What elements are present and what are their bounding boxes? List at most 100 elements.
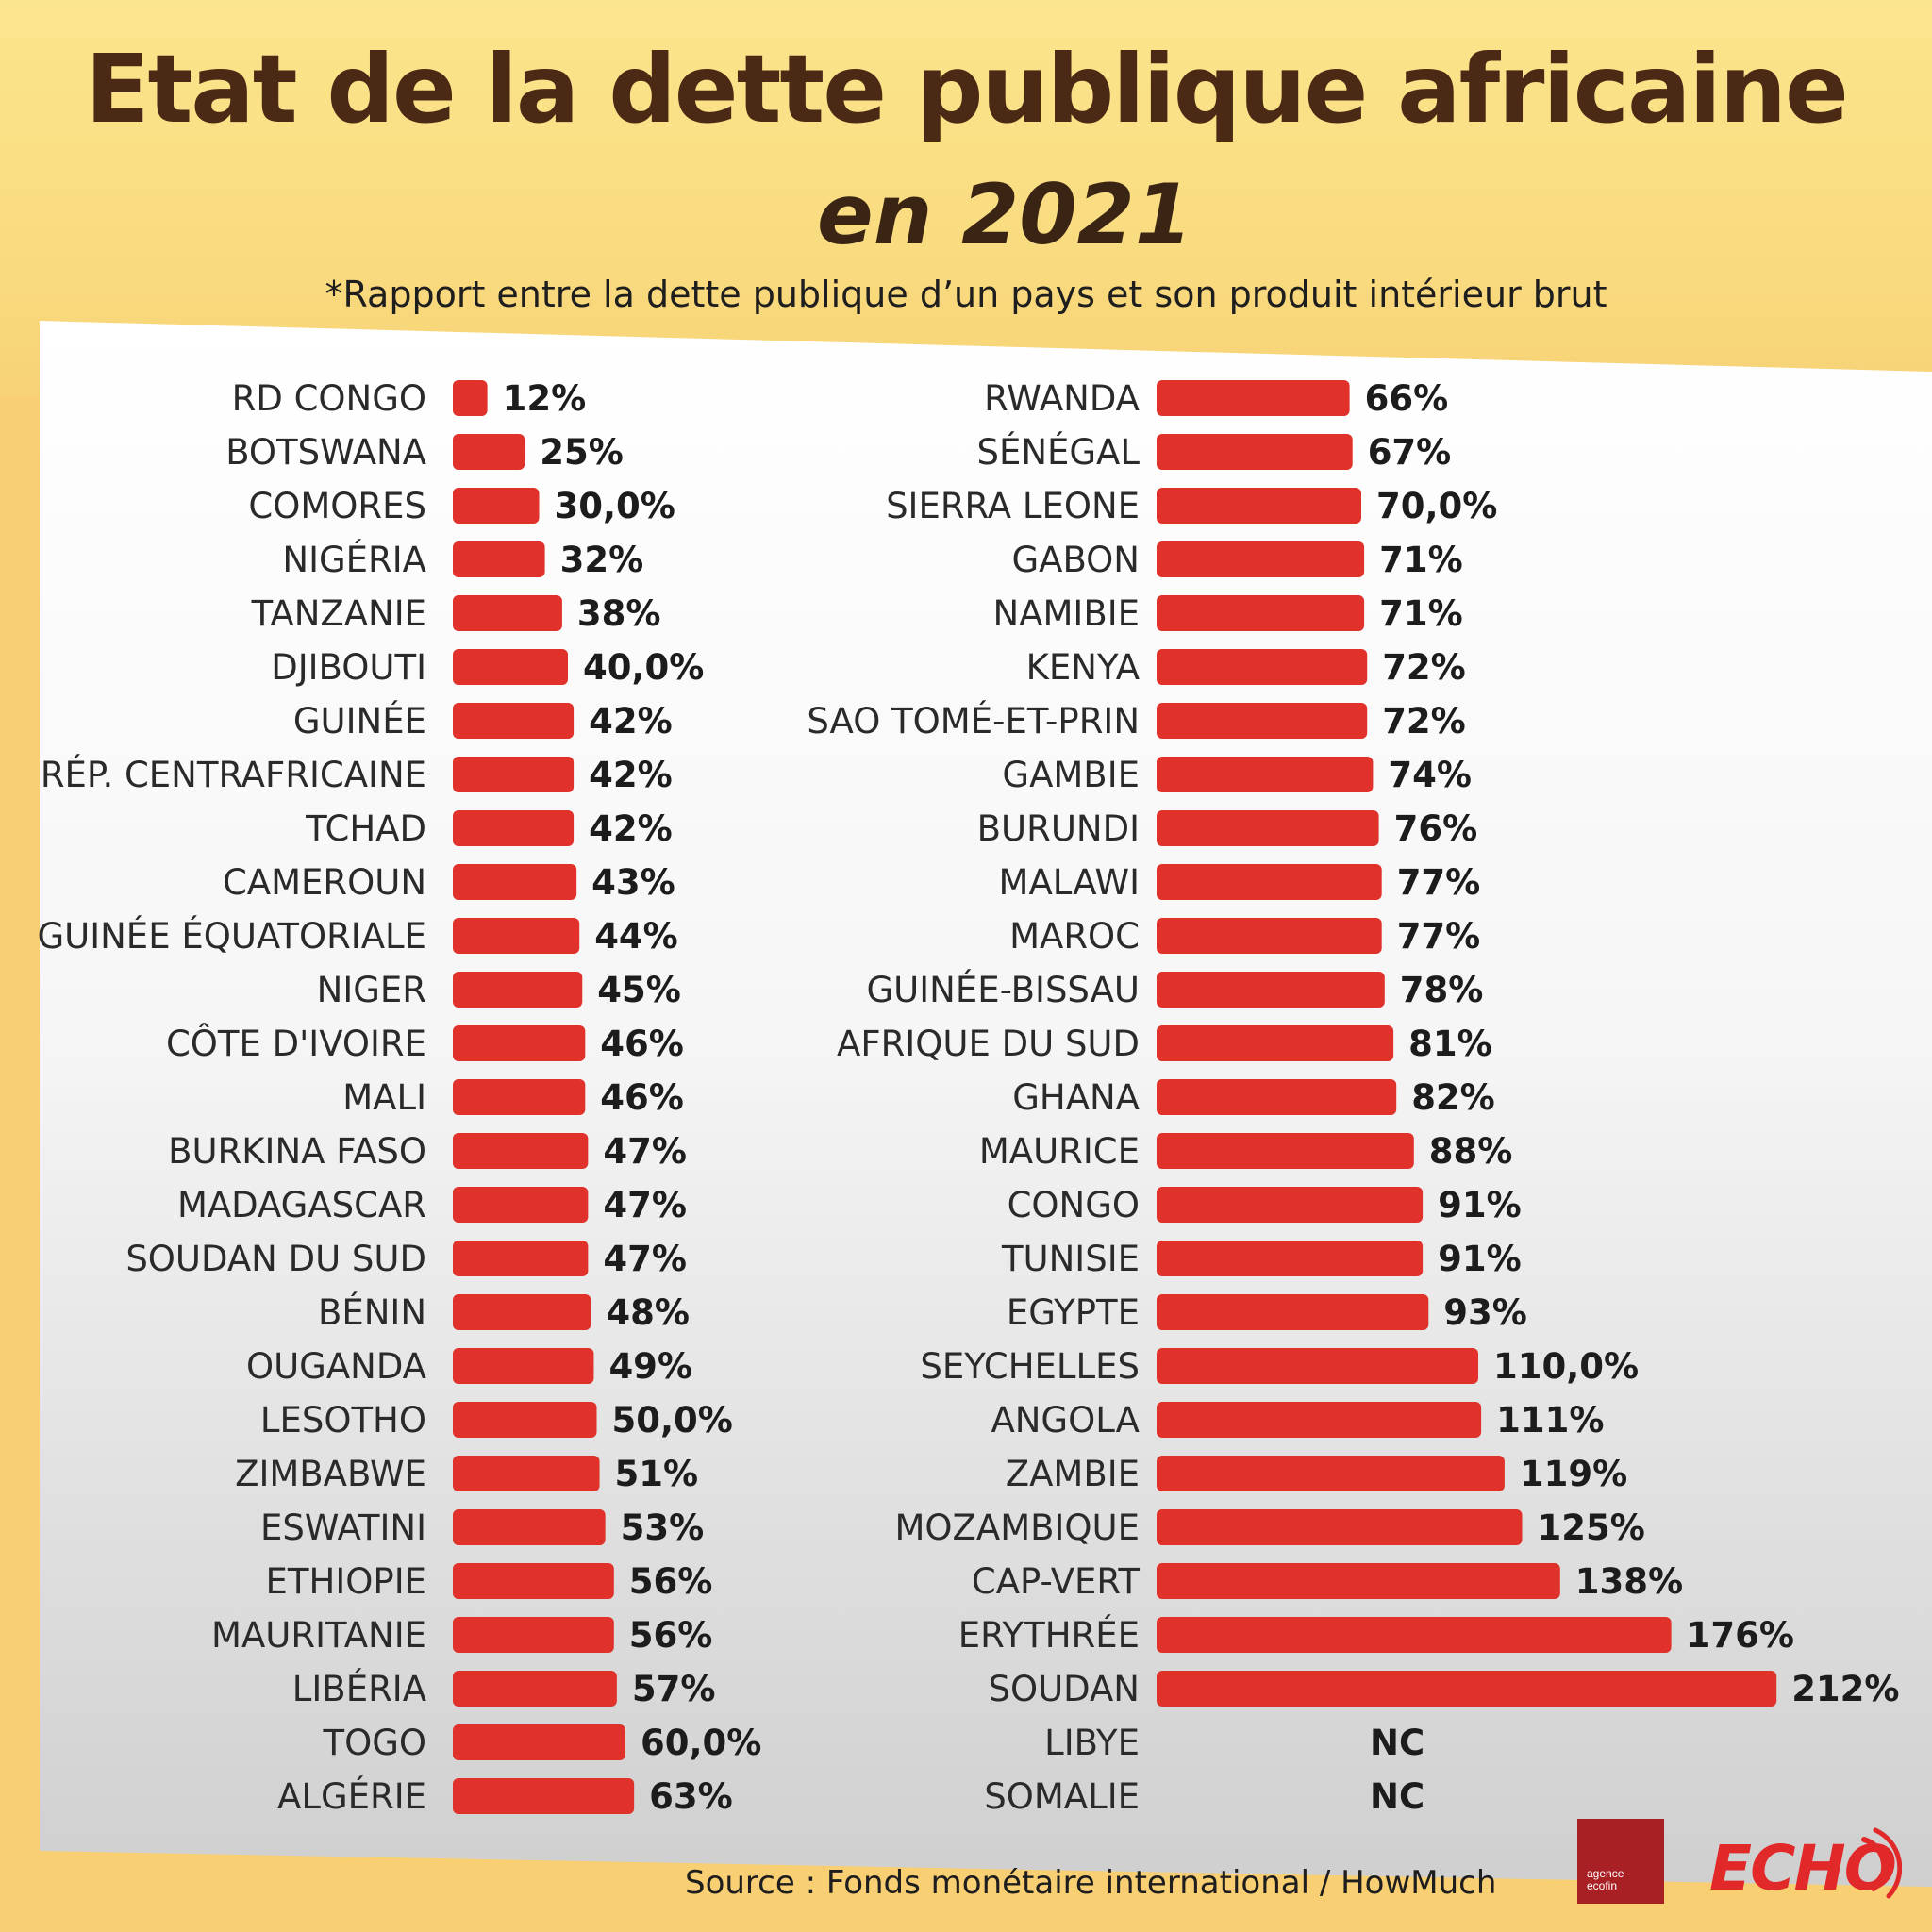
bar	[1157, 541, 1365, 577]
category-label: MADAGASCAR	[177, 1185, 426, 1225]
category-label: GUINÉE	[293, 700, 426, 741]
chart-subtitle: en 2021	[817, 166, 1192, 263]
bar	[453, 1402, 597, 1438]
data-label: 88%	[1429, 1131, 1513, 1172]
bar	[453, 703, 575, 739]
category-label: DJIBOUTI	[271, 647, 426, 688]
bar	[453, 1187, 589, 1223]
category-label: CÔTE D'IVOIRE	[166, 1023, 426, 1064]
bar	[453, 380, 488, 416]
data-label: 67%	[1368, 432, 1452, 473]
bar	[1157, 810, 1379, 846]
data-label: 91%	[1438, 1239, 1522, 1279]
bar	[1157, 1348, 1478, 1384]
agence-ecofin-logo: agence ecofin	[1577, 1819, 1664, 1904]
bar	[453, 1241, 589, 1276]
bar	[453, 1456, 600, 1491]
chart-note: *Rapport entre la dette publique d’un pa…	[325, 274, 1607, 315]
bar	[1157, 918, 1382, 954]
echo-logo-waves	[1861, 1827, 1903, 1899]
category-label: ALGÉRIE	[277, 1775, 426, 1817]
data-label: 78%	[1400, 970, 1484, 1010]
category-label: BÉNIN	[318, 1291, 426, 1333]
data-label: 38%	[577, 593, 661, 634]
category-label: AFRIQUE DU SUD	[837, 1024, 1140, 1064]
bar	[1157, 488, 1361, 524]
category-label: BOTSWANA	[225, 432, 426, 473]
data-label: 176%	[1687, 1615, 1794, 1656]
category-label: SÉNÉGAL	[976, 431, 1140, 473]
category-label: MAURICE	[979, 1131, 1140, 1172]
data-label: 42%	[589, 808, 673, 849]
category-label: GHANA	[1012, 1077, 1140, 1118]
category-label: SOUDAN DU SUD	[125, 1239, 426, 1279]
data-label: 119%	[1520, 1454, 1627, 1494]
bar	[453, 1348, 594, 1384]
data-label: 40,0%	[583, 647, 704, 688]
data-label: 47%	[603, 1185, 687, 1225]
bar	[1157, 1079, 1397, 1115]
data-label: 81%	[1408, 1024, 1492, 1064]
bar	[453, 1079, 586, 1115]
bar	[453, 1778, 635, 1814]
bar	[453, 1509, 606, 1545]
bar	[1157, 434, 1353, 470]
data-label: 74%	[1388, 755, 1472, 795]
category-label: LESOTHO	[260, 1400, 426, 1441]
data-label: 82%	[1411, 1077, 1495, 1118]
bar	[453, 757, 575, 792]
category-label: MALI	[342, 1077, 426, 1118]
data-label: 51%	[615, 1454, 699, 1494]
bar	[1157, 1241, 1424, 1276]
data-label: 63%	[649, 1776, 733, 1817]
category-label: BURKINA FASO	[168, 1131, 426, 1172]
category-label: EGYPTE	[1007, 1292, 1140, 1333]
data-label: 50,0%	[612, 1400, 733, 1441]
data-label: 76%	[1394, 808, 1478, 849]
category-label: NIGÉRIA	[282, 539, 426, 580]
bar	[453, 1133, 589, 1169]
data-label: 53%	[621, 1507, 705, 1548]
data-label: 46%	[600, 1024, 684, 1064]
data-label: 56%	[629, 1561, 713, 1602]
bar	[1157, 1133, 1414, 1169]
bar	[453, 1671, 617, 1707]
bar	[1157, 864, 1382, 900]
data-label: 42%	[589, 755, 673, 795]
data-label: 32%	[560, 540, 644, 580]
bar	[453, 541, 545, 577]
bar	[453, 810, 575, 846]
category-label: GUINÉE-BISSAU	[867, 969, 1140, 1010]
data-label: 93%	[1443, 1292, 1527, 1333]
source-text: Source : Fonds monétaire international /…	[685, 1864, 1497, 1902]
data-label: 49%	[608, 1346, 692, 1387]
data-label: 45%	[597, 970, 681, 1010]
category-label: OUGANDA	[246, 1346, 426, 1387]
data-label: 47%	[603, 1131, 687, 1172]
category-label: LIBYE	[1044, 1723, 1140, 1763]
bar	[453, 972, 583, 1008]
category-label: CONGO	[1008, 1185, 1140, 1225]
bar	[453, 595, 562, 631]
category-label: ESWATINI	[260, 1507, 426, 1548]
category-label: TCHAD	[305, 808, 426, 849]
bar	[453, 864, 577, 900]
category-label: CAMEROUN	[223, 862, 426, 903]
category-label: CAP-VERT	[972, 1561, 1141, 1602]
category-label: TANZANIE	[251, 593, 426, 634]
data-label: 70,0%	[1376, 486, 1497, 526]
data-label: 72%	[1382, 647, 1466, 688]
category-label: ZAMBIE	[1006, 1454, 1140, 1494]
data-label: 46%	[600, 1077, 684, 1118]
data-label: 60,0%	[641, 1723, 761, 1763]
category-label: ETHIOPIE	[266, 1561, 426, 1602]
bar	[1157, 1509, 1523, 1545]
bar	[453, 1724, 625, 1760]
category-label: NIGER	[317, 970, 426, 1010]
category-label: BURUNDI	[977, 808, 1140, 849]
category-label: TUNISIE	[1001, 1239, 1140, 1279]
category-label: SIERRA LEONE	[886, 486, 1140, 526]
bar	[1157, 1187, 1424, 1223]
category-label: ANGOLA	[991, 1400, 1140, 1441]
